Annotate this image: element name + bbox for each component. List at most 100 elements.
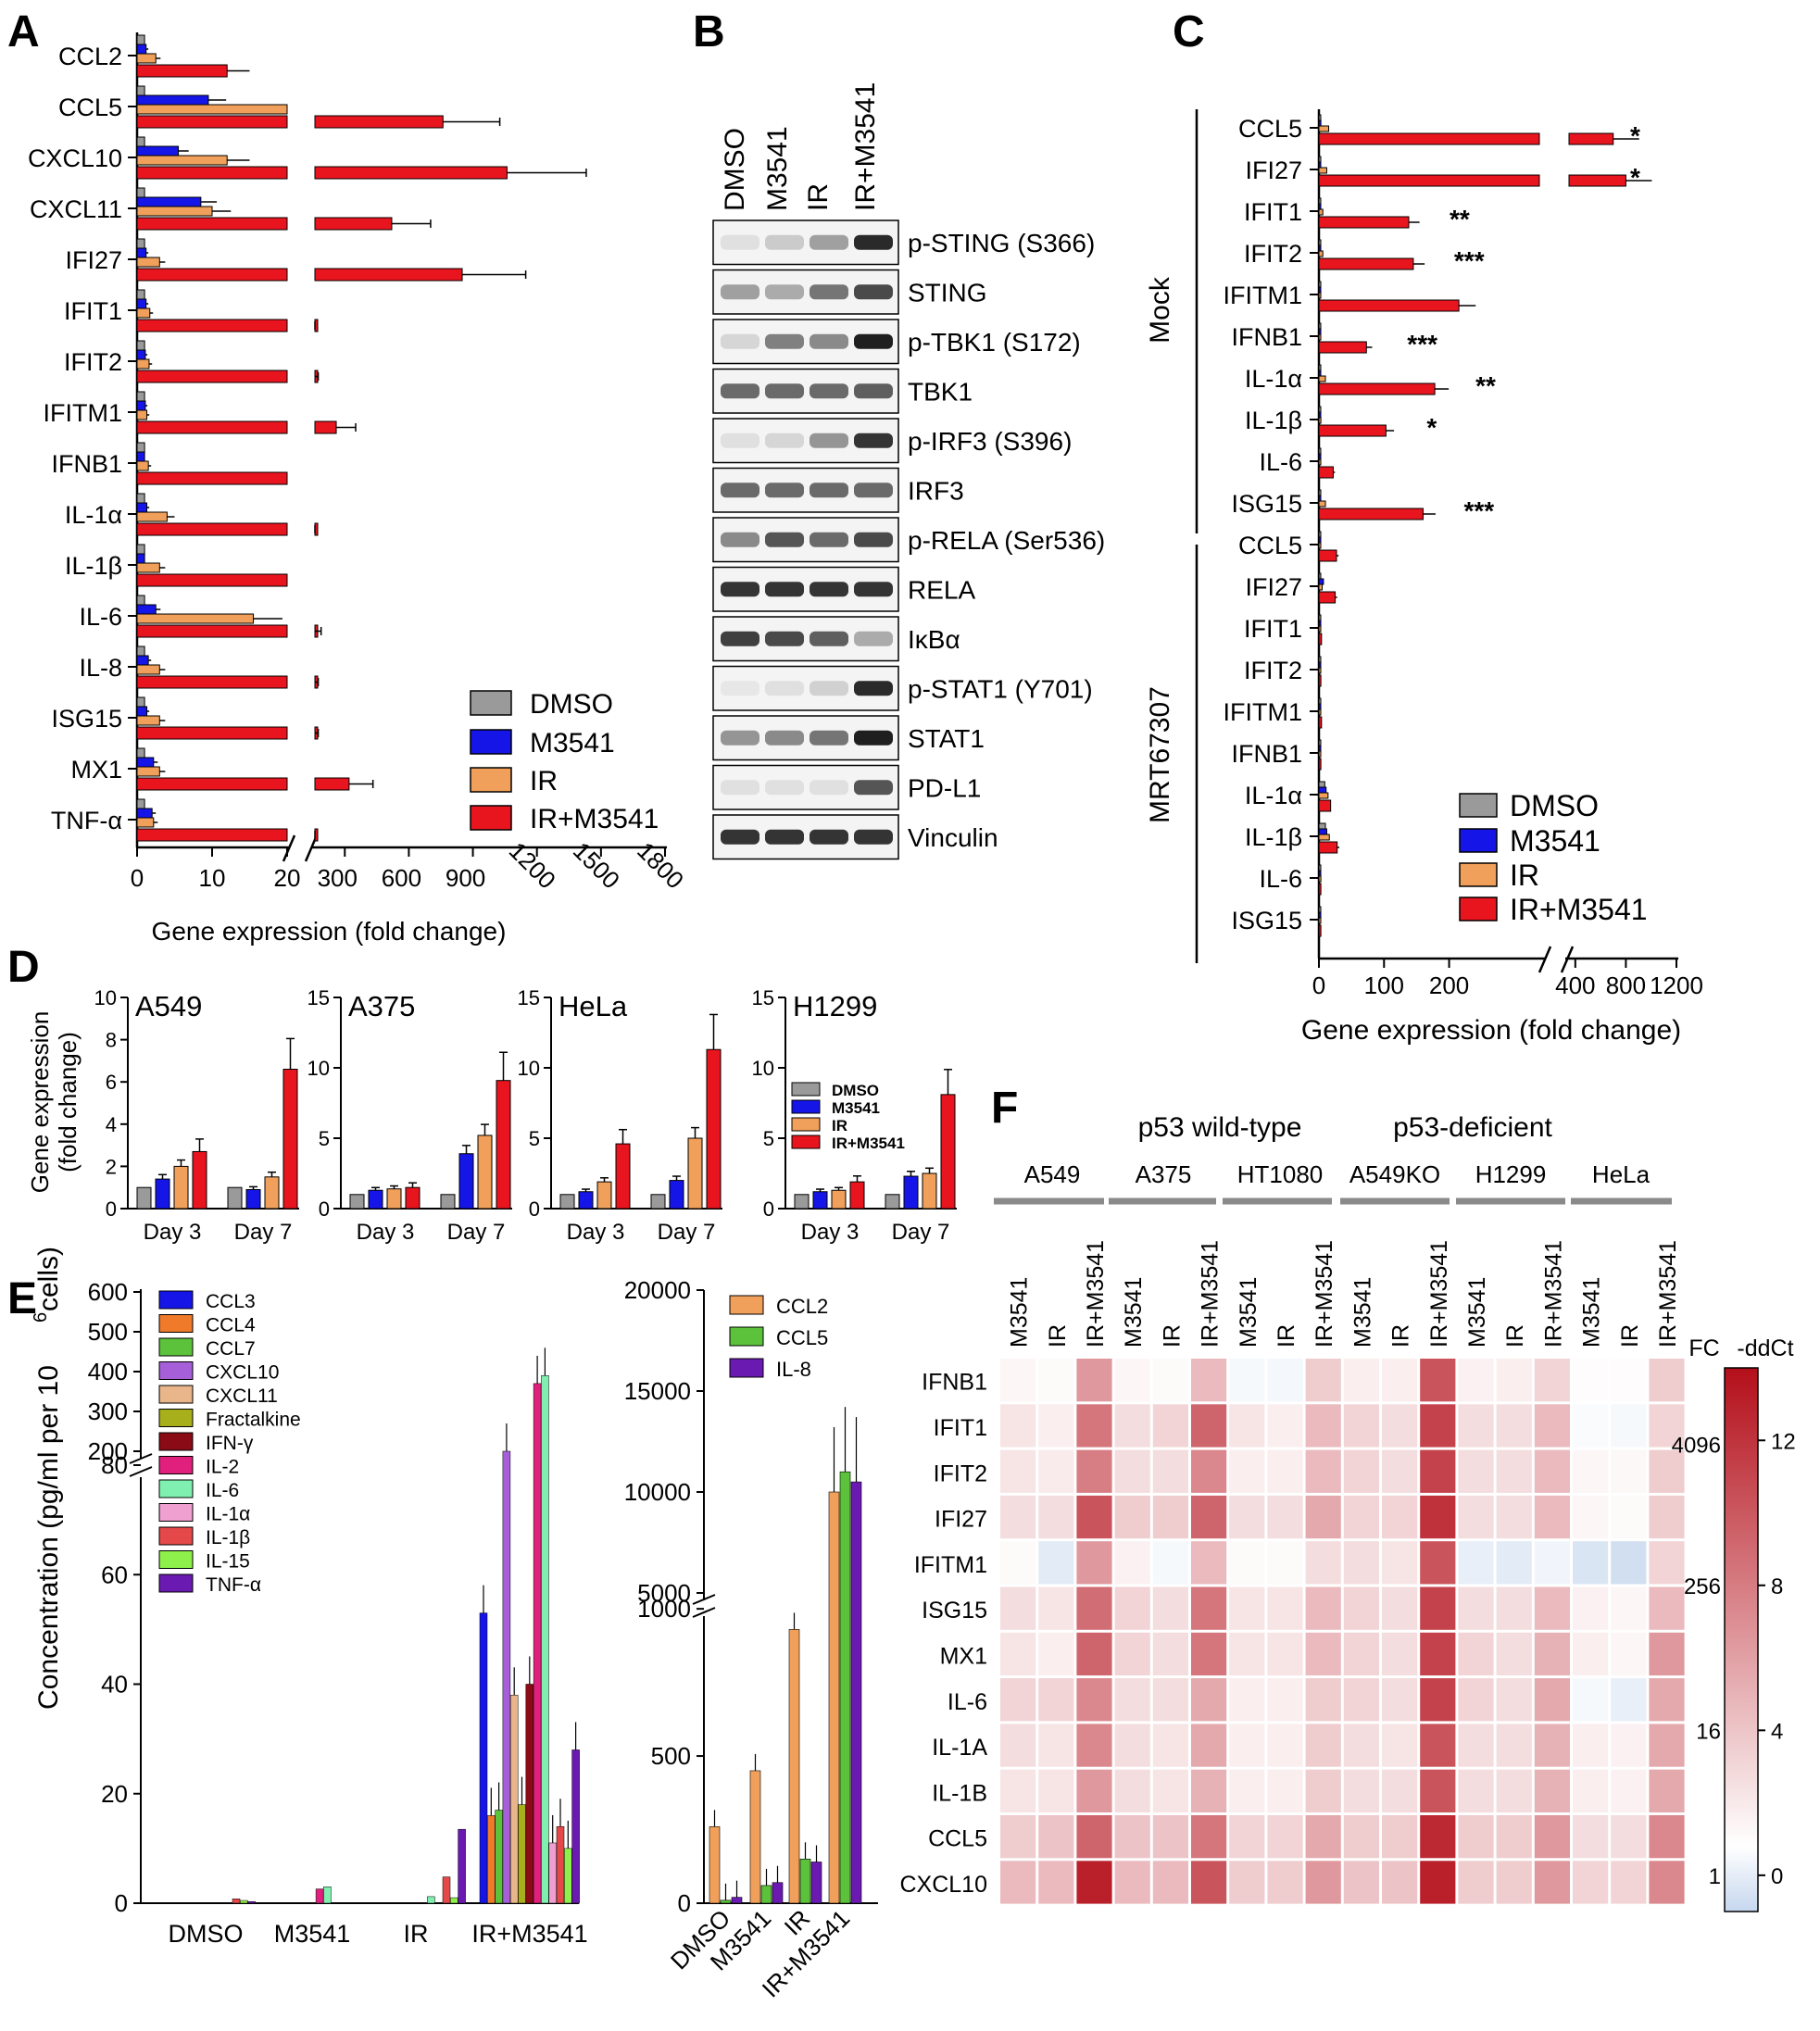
y-tick-label: 15000 — [624, 1377, 691, 1405]
legend-label: IFN-γ — [206, 1433, 254, 1454]
heatmap-cell — [1305, 1541, 1341, 1585]
legend-swatch — [158, 1503, 194, 1522]
blot-band — [810, 284, 848, 300]
cell-line-title: HeLa — [559, 990, 628, 1022]
bar-IR+M3541 — [1318, 674, 1322, 687]
heatmap-cell — [1496, 1495, 1532, 1539]
legend-label: IL-8 — [776, 1358, 811, 1381]
gene-label: IL-1β — [1245, 823, 1302, 851]
blot-band — [854, 780, 893, 796]
bar-DMSO — [136, 85, 145, 96]
bar-IR — [1318, 875, 1322, 883]
heatmap-cell — [1458, 1541, 1494, 1585]
bar-IR — [1318, 500, 1326, 508]
significance-mark: * — [1630, 163, 1640, 192]
bar-IR — [922, 1172, 937, 1210]
bar-CCL2 — [749, 1770, 761, 1904]
heatmap-cell — [1076, 1632, 1112, 1676]
bar-IR+M3541 — [136, 573, 288, 587]
gene-label: IL-1β — [65, 552, 122, 580]
heatmap-cell — [1114, 1861, 1150, 1904]
bar-IR+M3541 — [282, 1069, 298, 1210]
bar-M3541 — [578, 1191, 594, 1210]
heatmap-cell — [1420, 1632, 1456, 1676]
bar-IR — [1318, 125, 1330, 132]
heatmap-cell — [1649, 1678, 1685, 1722]
heatmap-cell — [1076, 1815, 1112, 1859]
bar-M3541 — [136, 757, 155, 768]
heatmap-row-label: IFITM1 — [914, 1552, 987, 1578]
heatmap-cell — [1038, 1678, 1074, 1722]
bar-M3541 — [1318, 703, 1322, 710]
legend-label: DMSO — [530, 689, 613, 720]
heatmap-cell — [1267, 1678, 1303, 1722]
axis-break-mark — [282, 834, 319, 862]
heatmap-cell — [1649, 1495, 1685, 1539]
heatmap-cell — [1458, 1769, 1494, 1812]
bar-IR — [1318, 750, 1322, 758]
blot-band — [721, 829, 759, 845]
blot-band — [854, 433, 893, 448]
heatmap-cell — [1420, 1769, 1456, 1812]
panel-d-y-title-1: Gene expression — [26, 1011, 54, 1194]
bar-IR — [1318, 917, 1322, 924]
x-tick-label: 0 — [131, 864, 144, 892]
blot-band — [765, 383, 804, 399]
y-tick-label: 0 — [106, 1197, 117, 1221]
category-label: IR+M3541 — [471, 1920, 587, 1948]
heatmap-cell — [1382, 1815, 1418, 1859]
blot-band — [810, 780, 848, 796]
bar-DMSO — [1318, 239, 1322, 246]
heatmap-cell — [1000, 1724, 1036, 1767]
blot-band — [810, 532, 848, 547]
significance-mark: * — [1630, 121, 1640, 150]
bar-IR+M3541 — [136, 319, 288, 332]
blot-band — [721, 681, 759, 696]
cell-line-label: HeLa — [1592, 1160, 1651, 1188]
bar-M3541 — [136, 145, 180, 157]
y-tick-label: 15 — [752, 986, 774, 1009]
bar-CCL5 — [839, 1471, 851, 1904]
y-tick-label: 60 — [101, 1561, 128, 1588]
heatmap-cell — [1038, 1769, 1074, 1812]
bar-M3541 — [1318, 328, 1322, 335]
heatmap-cell — [1305, 1861, 1341, 1904]
legend-label: IL-1α — [206, 1504, 250, 1525]
panel-label-a: A — [7, 7, 40, 56]
heatmap-cell — [1382, 1678, 1418, 1722]
blot-band — [721, 582, 759, 597]
heatmap-cell — [1649, 1861, 1685, 1904]
bar-DMSO — [136, 646, 145, 657]
bar-IR+M3541 — [136, 471, 288, 485]
heatmap-cell — [1573, 1404, 1609, 1448]
colorbar-fc-label: 4096 — [1672, 1433, 1721, 1458]
blot-band — [721, 433, 759, 448]
heatmap-cell — [1038, 1359, 1074, 1402]
bar-M3541 — [1318, 119, 1322, 127]
y-tick-label: 500 — [651, 1742, 691, 1770]
bar-CCL7 — [495, 1810, 503, 1904]
significance-mark: ** — [1450, 205, 1470, 233]
bar-IL-1α — [548, 1842, 557, 1904]
heatmap-cell — [1420, 1449, 1456, 1493]
treatment-label: IR — [1388, 1324, 1414, 1348]
bar-IR — [136, 358, 150, 370]
heatmap-cell — [1420, 1724, 1456, 1767]
heatmap-cell — [1114, 1359, 1150, 1402]
legend-label: CCL3 — [206, 1291, 256, 1312]
cell-line-label: HT1080 — [1237, 1160, 1324, 1188]
bar-M3541 — [1318, 870, 1322, 877]
heatmap-cell — [1000, 1404, 1036, 1448]
treatment-label: IR — [1274, 1324, 1299, 1348]
bar-IR+M3541 — [940, 1094, 956, 1210]
heatmap-cell — [1305, 1678, 1341, 1722]
bar-IR+M3541 — [1318, 424, 1387, 437]
legend-swatch — [158, 1290, 194, 1310]
bar-IL-6 — [427, 1896, 435, 1904]
bar-DMSO — [1318, 531, 1322, 538]
bar-IR — [1318, 792, 1329, 799]
treatment-label: M3541 — [1236, 1277, 1261, 1348]
heatmap-cell — [1076, 1724, 1112, 1767]
bar-DMSO — [1318, 739, 1322, 746]
legend-swatch — [470, 690, 512, 716]
